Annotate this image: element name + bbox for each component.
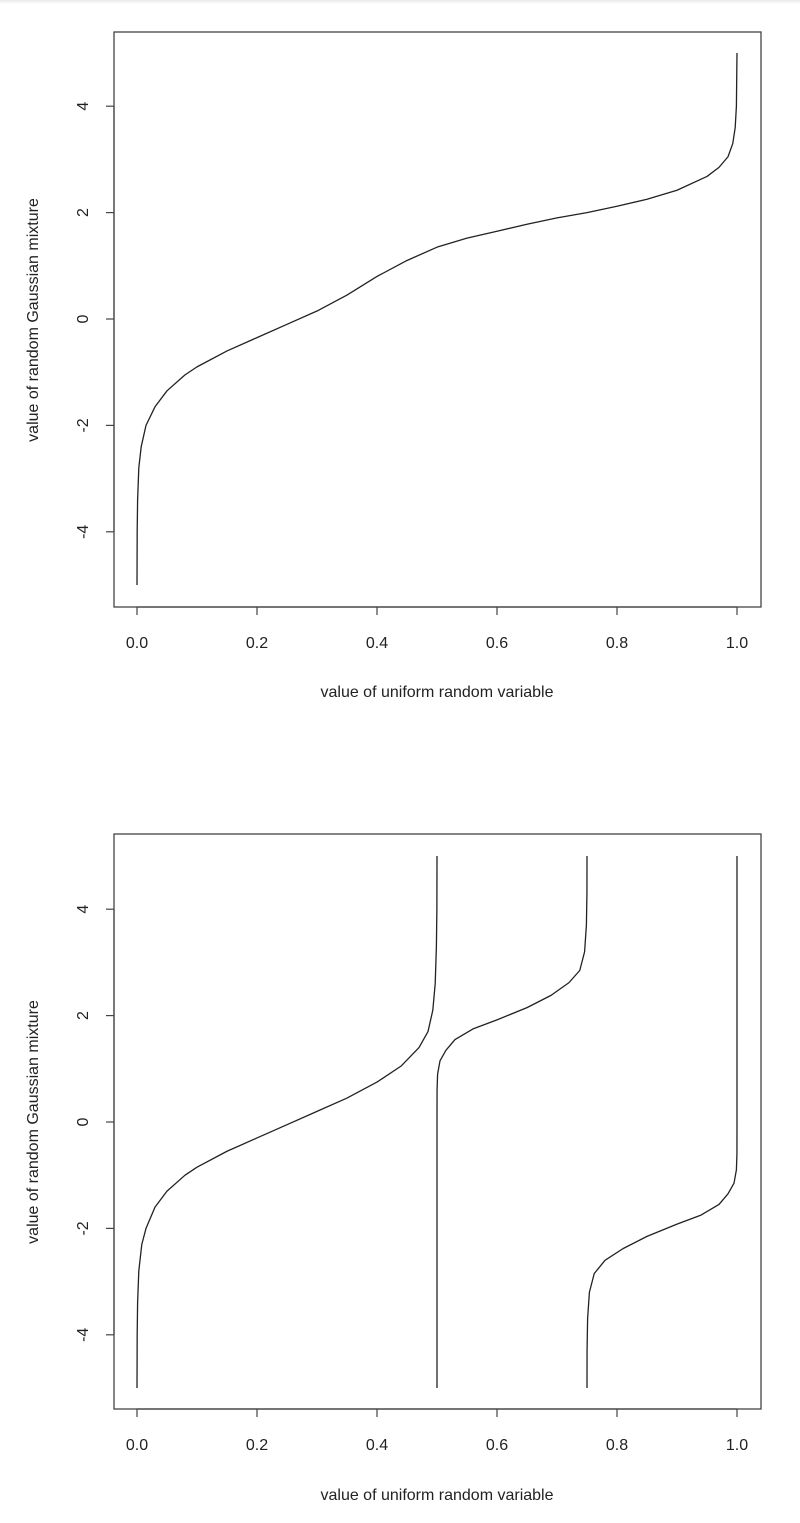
x-tick-label: 0.0 — [126, 635, 148, 652]
y-axis-label: value of random Gaussian mixture — [25, 1000, 42, 1244]
x-tick-label: 1.0 — [726, 1437, 748, 1454]
y-axis: -4 -2 0 2 4 — [75, 905, 115, 1342]
x-tick-label: 0.4 — [366, 635, 388, 652]
y-axis-label: value of random Gaussian mixture — [25, 198, 42, 442]
top-edge-shade — [0, 0, 800, 4]
chart-panel-top: 0.0 0.2 0.4 0.6 0.8 1.0 -4 -2 0 2 4 value of unif… — [25, 31, 762, 701]
y-tick-label: 0 — [75, 314, 92, 323]
x-axis-label: value of uniform random variable — [320, 684, 553, 701]
y-axis: -4 -2 0 2 4 — [75, 102, 115, 539]
series-line-1 — [136, 52, 738, 586]
y-tick-label: 4 — [75, 102, 92, 111]
y-tick-label: 2 — [75, 1011, 92, 1020]
x-tick-label: 0.8 — [606, 635, 628, 652]
y-tick-label: 0 — [75, 1117, 92, 1126]
series-line-2 — [436, 855, 588, 1388]
y-tick-label: -4 — [75, 1328, 92, 1342]
x-axis: 0.0 0.2 0.4 0.6 0.8 1.0 — [126, 1408, 748, 1454]
x-tick-label: 0.2 — [246, 1437, 268, 1454]
x-tick-label: 0.0 — [126, 1437, 148, 1454]
series-group — [136, 855, 738, 1389]
x-tick-label: 0.2 — [246, 635, 268, 652]
x-tick-label: 0.6 — [486, 1437, 508, 1454]
series-line-3 — [586, 856, 738, 1389]
x-tick-label: 0.4 — [366, 1437, 388, 1454]
y-tick-label: 2 — [75, 208, 92, 217]
series-group — [136, 52, 738, 586]
series-line-1 — [136, 855, 438, 1389]
x-axis-label: value of uniform random variable — [320, 1487, 553, 1504]
x-axis: 0.0 0.2 0.4 0.6 0.8 1.0 — [126, 606, 748, 652]
y-tick-label: -4 — [75, 525, 92, 539]
plot-frame — [113, 31, 762, 608]
x-tick-label: 0.8 — [606, 1437, 628, 1454]
chart-panel-bottom: 0.0 0.2 0.4 0.6 0.8 1.0 -4 -2 0 2 4 value of unif… — [25, 833, 762, 1504]
x-tick-label: 0.6 — [486, 635, 508, 652]
y-tick-label: -2 — [75, 1221, 92, 1235]
y-tick-label: 4 — [75, 905, 92, 914]
y-tick-label: -2 — [75, 418, 92, 432]
x-tick-label: 1.0 — [726, 635, 748, 652]
